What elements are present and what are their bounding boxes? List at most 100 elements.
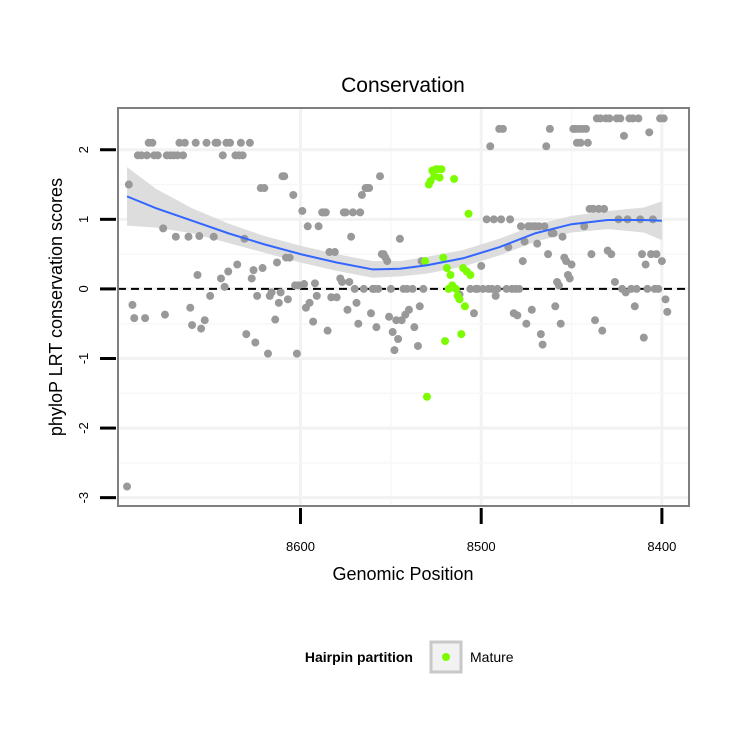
data-point-other: [267, 288, 276, 297]
data-point-other: [124, 180, 133, 189]
data-point-other: [544, 250, 553, 259]
data-point-mature: [437, 165, 446, 174]
data-point-other: [216, 274, 225, 283]
confidence-ribbon: [127, 167, 662, 278]
data-point-other: [632, 284, 641, 293]
data-point-other: [408, 284, 417, 293]
data-point-other: [123, 482, 132, 491]
data-point-other: [345, 277, 354, 286]
data-point-other: [224, 267, 233, 276]
data-point-other: [354, 319, 363, 328]
data-point-other: [549, 229, 558, 238]
x-axis-label: Genomic Position: [332, 564, 473, 584]
grid-layer: [118, 108, 689, 506]
data-point-other: [184, 232, 193, 241]
data-point-other: [388, 328, 397, 337]
data-point-other: [283, 295, 292, 304]
data-point-other: [582, 124, 591, 133]
data-point-other: [309, 317, 318, 326]
data-point-other: [386, 284, 395, 293]
data-point-other: [654, 284, 663, 293]
data-point-other: [274, 298, 283, 307]
data-point-other: [160, 310, 169, 319]
y-tick-label: 1: [76, 216, 91, 223]
data-point-other: [497, 215, 506, 224]
data-point-other: [300, 280, 309, 289]
data-point-other: [419, 284, 428, 293]
data-point-other: [641, 260, 650, 269]
data-point-other: [605, 114, 614, 123]
legend: Hairpin partition Mature: [305, 640, 514, 674]
legend-label-mature: Mature: [470, 649, 514, 665]
data-point-other: [159, 224, 168, 233]
data-point-mature: [422, 392, 431, 401]
data-point-other: [271, 315, 280, 324]
data-point-mature: [442, 264, 451, 273]
data-point-other: [245, 138, 254, 147]
data-point-other: [305, 298, 314, 307]
data-point-other: [639, 333, 648, 342]
data-point-other: [226, 138, 235, 147]
data-point-other: [565, 274, 574, 283]
data-point-other: [142, 151, 151, 160]
data-point-other: [643, 284, 652, 293]
data-point-other: [141, 314, 150, 323]
data-point-other: [148, 138, 157, 147]
data-point-other: [191, 138, 200, 147]
data-point-other: [486, 142, 495, 151]
x-tick-label: 8500: [467, 539, 496, 554]
data-point-other: [469, 309, 478, 318]
data-point-other: [332, 293, 341, 302]
data-point-other: [493, 284, 502, 293]
data-point-other: [652, 250, 661, 259]
legend-key-mature: [442, 653, 450, 661]
data-point-other: [249, 266, 258, 275]
data-point-other: [338, 277, 347, 286]
data-point-mature: [457, 330, 466, 339]
data-point-other: [556, 319, 565, 328]
data-point-other: [285, 253, 294, 262]
data-point-other: [518, 257, 527, 266]
data-point-other: [376, 172, 385, 181]
data-point-other: [347, 232, 356, 241]
data-point-other: [260, 184, 269, 193]
data-point-other: [522, 319, 531, 328]
data-point-other: [263, 349, 272, 358]
data-point-other: [661, 295, 670, 304]
data-point-other: [247, 274, 256, 283]
data-point-other: [273, 258, 282, 267]
data-point-other: [130, 314, 139, 323]
data-point-other: [280, 172, 289, 181]
data-point-other: [576, 138, 585, 147]
data-point-other: [314, 222, 323, 231]
y-tick-label: -2: [76, 422, 91, 434]
data-point-other: [206, 291, 215, 300]
data-point-other: [638, 250, 647, 259]
data-point-other: [343, 305, 352, 314]
data-point-other: [253, 291, 262, 300]
data-point-other: [645, 128, 654, 137]
smooth-trend-line: [126, 195, 662, 271]
data-point-other: [591, 316, 600, 325]
data-point-other: [348, 208, 357, 217]
data-point-other: [554, 281, 563, 290]
data-point-mature: [435, 173, 444, 182]
data-point-other: [477, 261, 486, 270]
data-point-other: [536, 330, 545, 339]
x-tick-label: 8400: [647, 539, 676, 554]
data-point-other: [356, 208, 365, 217]
data-point-other: [188, 321, 197, 330]
data-point-other: [394, 335, 403, 344]
data-point-other: [209, 232, 218, 241]
data-point-other: [372, 323, 381, 332]
data-point-other: [489, 215, 498, 224]
data-point-mature: [439, 253, 448, 262]
data-point-other: [506, 215, 515, 224]
x-tick-label: 8600: [286, 539, 315, 554]
data-point-other: [321, 208, 330, 217]
data-point-other: [310, 279, 319, 288]
data-point-other: [303, 222, 312, 231]
data-point-other: [659, 114, 668, 123]
data-point-other: [482, 215, 491, 224]
data-point-other: [242, 330, 251, 339]
